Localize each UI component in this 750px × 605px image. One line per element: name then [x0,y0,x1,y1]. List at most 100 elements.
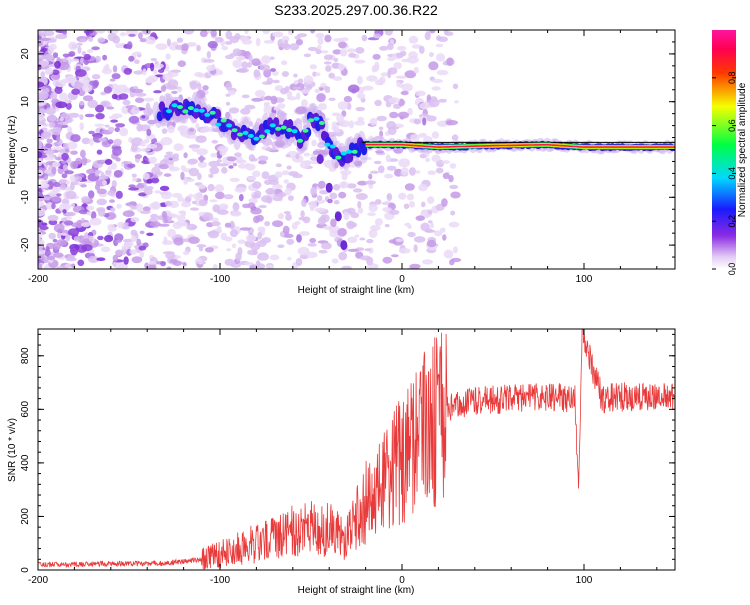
spectrogram-noise-blob [347,248,359,252]
spectrogram-noise-blob [320,214,327,224]
spectrogram-noise-blob [136,203,144,213]
spectrogram-noise-blob [400,167,409,176]
spectrogram-noise-blob [188,236,200,244]
spectrogram-noise-blob [167,125,175,134]
spectrogram-noise-blob [386,193,393,201]
spectrogram-ridge-core [346,152,354,163]
spectrogram-noise-blob [409,167,416,176]
spectrogram-noise-blob [186,42,197,47]
spectrogram-ridge-highlight [226,123,233,128]
spectrogram-noise-blob [101,67,112,75]
spectrogram-noise-blob [109,78,116,82]
snr-y-tick-label: 0 [20,567,31,573]
spectrogram-noise-blob [91,46,100,51]
spectrogram-noise-blob [127,163,136,169]
spectrogram-noise-blob [70,246,78,256]
spectrogram-noise-blob [237,55,246,61]
spectrogram-noise-blob [97,37,106,43]
spectrogram-noise-blob [414,90,426,97]
spectrogram-noise-blob [408,35,419,44]
spectrogram-noise-blob [374,218,383,226]
spectrogram-noise-blob [317,37,324,45]
spectrogram-noise-blob [190,207,199,211]
spectrogram-noise-blob [431,78,444,84]
spectrogram-noise-blob [38,151,43,158]
spectrogram-noise-blob [421,201,426,208]
spectrogram-ridge-core [214,109,222,119]
spectrogram-noise-blob [271,79,280,84]
spectrogram-noise-blob [188,167,200,177]
spectrogram-noise-blob [216,163,229,167]
spectrogram-noise-blob [95,113,105,120]
spectrogram-noise-blob [188,193,194,198]
spectrogram-noise-blob [177,60,186,67]
spectrogram-noise-blob [140,148,151,152]
spectrogram-noise-blob [181,201,191,208]
spectrogram-noise-blob [372,53,381,60]
spectrogram-noise-blob [38,107,41,113]
spectrogram-noise-blob [382,207,392,213]
spectrogram-noise-blob [218,70,223,76]
spectrogram-noise-blob [410,134,420,141]
spectrogram-noise-blob [323,61,332,65]
spectrogram-noise-blob [83,53,91,61]
spectrogram-noise-blob [398,192,407,200]
spectrogram-noise-blob [189,128,194,132]
spectrogram-noise-blob [111,73,121,80]
spectrogram-noise-blob [315,32,325,39]
spectrogram-noise-blob [81,156,88,166]
spectrogram-noise-blob [48,232,56,240]
spectrogram-noise-blob [225,101,231,106]
spectrogram-noise-blob [258,155,269,161]
spectrogram-noise-blob [38,192,43,198]
spectrogram-noise-blob [277,103,286,109]
spectrogram-noise-blob [67,112,80,118]
spectrogram-noise-blob [112,65,118,73]
spectrogram-noise-blob [62,164,68,171]
spectrogram-noise-blob [38,183,50,189]
spectrogram-noise-blob [338,251,348,261]
spectrogram-noise-blob [277,244,285,248]
spectrogram-noise-blob [81,137,91,145]
spectrogram-noise-blob [96,30,103,34]
spectrogram-noise-blob [161,240,174,246]
spectrogram-ridge-core [354,147,362,158]
spectrogram-noise-blob [428,61,439,71]
spectrogram-noise-blob [245,234,257,243]
spectrogram-noise-blob [113,87,121,96]
spectrogram-noise-blob [103,86,112,94]
spectrogram-noise-blob [427,220,433,224]
spectrogram-noise-blob [429,51,434,58]
spectrogram-noise-blob [46,138,53,143]
spectrogram-noise-blob [79,38,87,43]
spectrogram-noise-blob [284,187,292,196]
spectrogram-noise-blob [61,217,68,222]
spectrogram-noise-blob [173,143,184,151]
colorbar-tick-label: 0.6 [727,119,737,132]
spectrogram-noise-blob [306,251,318,259]
snr-x-tick-label: -100 [210,575,230,586]
spectrogram-noise-blob [396,81,401,88]
spectrogram-noise-blob [138,32,143,40]
spectrogram-noise-blob [160,137,173,146]
spectrogram-noise-blob [51,126,62,136]
spectrogram-noise-blob [131,256,143,264]
spectrogram-noise-blob [79,122,84,131]
spectrogram-noise-blob [177,86,183,93]
spectrogram-noise-blob [399,115,405,120]
spectrogram-noise-blob [331,126,338,130]
spectrogram-noise-blob [278,43,291,48]
spectrogram-noise-blob [144,157,149,162]
spectrogram-noise-blob [142,97,155,102]
spectrogram-noise-blob [354,59,366,64]
spectrogram-noise-blob [296,92,301,100]
spectrogram-ridge-highlight [286,128,293,132]
spectrogram-noise-blob [287,256,292,261]
spectrogram-noise-blob [67,126,73,133]
spectrogram-noise-blob [176,214,186,222]
spectrogram-noise-blob [385,101,392,108]
spectrogram-noise-blob [139,210,151,214]
spectrogram-noise-blob [333,76,343,81]
spectrogram-noise-blob [307,46,318,52]
spectrogram-noise-blob [139,250,145,259]
